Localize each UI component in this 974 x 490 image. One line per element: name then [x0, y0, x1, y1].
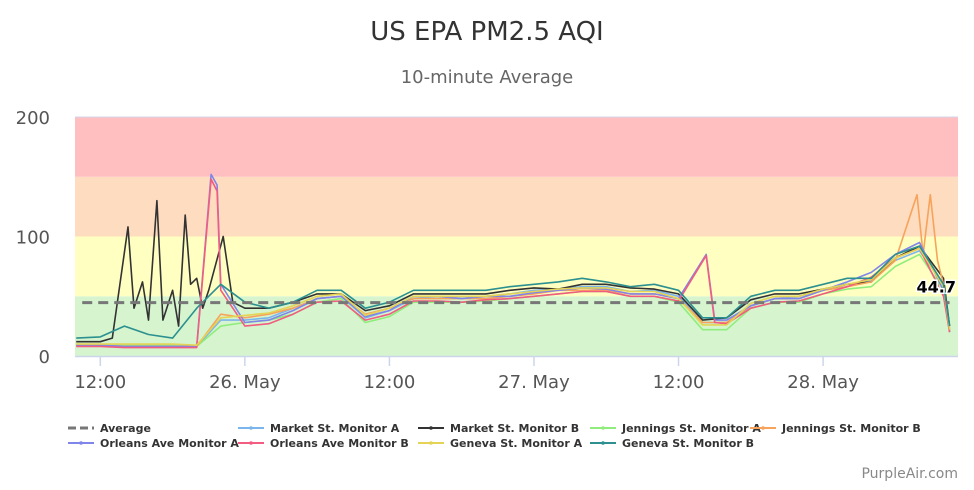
credits-link[interactable]: PurpleAir.com: [861, 466, 958, 482]
legend-label: Market St. Monitor A: [270, 422, 400, 435]
legend-item[interactable]: Geneva St. Monitor B: [590, 437, 754, 450]
x-tick-label: 12:00: [653, 372, 705, 393]
average-value-label: 44.7: [917, 278, 956, 297]
legend-label: Orleans Ave Monitor B: [270, 437, 409, 450]
legend-marker: [429, 441, 433, 445]
legend-marker: [429, 426, 433, 430]
legend-label: Geneva St. Monitor B: [622, 437, 754, 450]
chart-title: US EPA PM2.5 AQI: [370, 17, 603, 47]
legend-label: Geneva St. Monitor A: [450, 437, 583, 450]
y-tick-label: 0: [39, 347, 50, 368]
chart-subtitle: 10-minute Average: [401, 67, 574, 88]
axes: 0 100 200 12:00 26. May 12:00 27. May 12:00 28. …: [16, 108, 958, 393]
x-tick-label: 28. May: [787, 372, 859, 393]
aqi-band: [75, 296, 958, 356]
legend-item[interactable]: Orleans Ave Monitor A: [68, 437, 239, 450]
legend-label: Jennings St. Monitor B: [781, 422, 921, 435]
legend-label: Orleans Ave Monitor A: [100, 437, 239, 450]
legend-item[interactable]: Orleans Ave Monitor B: [238, 437, 409, 450]
series-line-geneva-st-monitor-b[interactable]: [76, 245, 951, 339]
aqi-band: [75, 176, 958, 237]
aqi-band: [75, 236, 958, 297]
legend-marker: [79, 441, 83, 445]
legend-item[interactable]: Jennings St. Monitor B: [750, 422, 921, 435]
series-line-market-st-monitor-b[interactable]: [76, 199, 951, 343]
legend-marker: [249, 426, 253, 430]
aqi-bands: [75, 117, 958, 356]
x-tick-label: 12:00: [74, 372, 126, 393]
legend-item[interactable]: Geneva St. Monitor A: [418, 437, 583, 450]
y-tick-label: 200: [16, 108, 50, 129]
legend-item[interactable]: Jennings St. Monitor A: [590, 422, 761, 435]
legend: Average Market St. Monitor A Market St. Mo…: [68, 422, 921, 450]
legend-marker: [761, 426, 765, 430]
x-tick-label: 26. May: [209, 372, 281, 393]
legend-label: Jennings St. Monitor A: [621, 422, 761, 435]
aqi-band: [75, 117, 958, 177]
average-line-group: 44.7: [82, 276, 958, 305]
legend-label: Market St. Monitor B: [450, 422, 579, 435]
x-tick-label: 27. May: [498, 372, 570, 393]
legend-marker: [249, 441, 253, 445]
series-line-orleans-ave-monitor-b[interactable]: [76, 178, 951, 349]
legend-marker: [601, 426, 605, 430]
series-line-geneva-st-monitor-a[interactable]: [76, 247, 951, 346]
legend-item[interactable]: Market St. Monitor B: [418, 422, 579, 435]
y-tick-label: 100: [16, 228, 50, 249]
legend-item[interactable]: Market St. Monitor A: [238, 422, 400, 435]
series-line-orleans-ave-monitor-a[interactable]: [76, 173, 951, 348]
series-lines: [76, 173, 951, 349]
legend-label: Average: [100, 422, 151, 435]
legend-item[interactable]: Average: [68, 422, 151, 435]
legend-marker: [601, 441, 605, 445]
x-tick-label: 12:00: [363, 372, 415, 393]
